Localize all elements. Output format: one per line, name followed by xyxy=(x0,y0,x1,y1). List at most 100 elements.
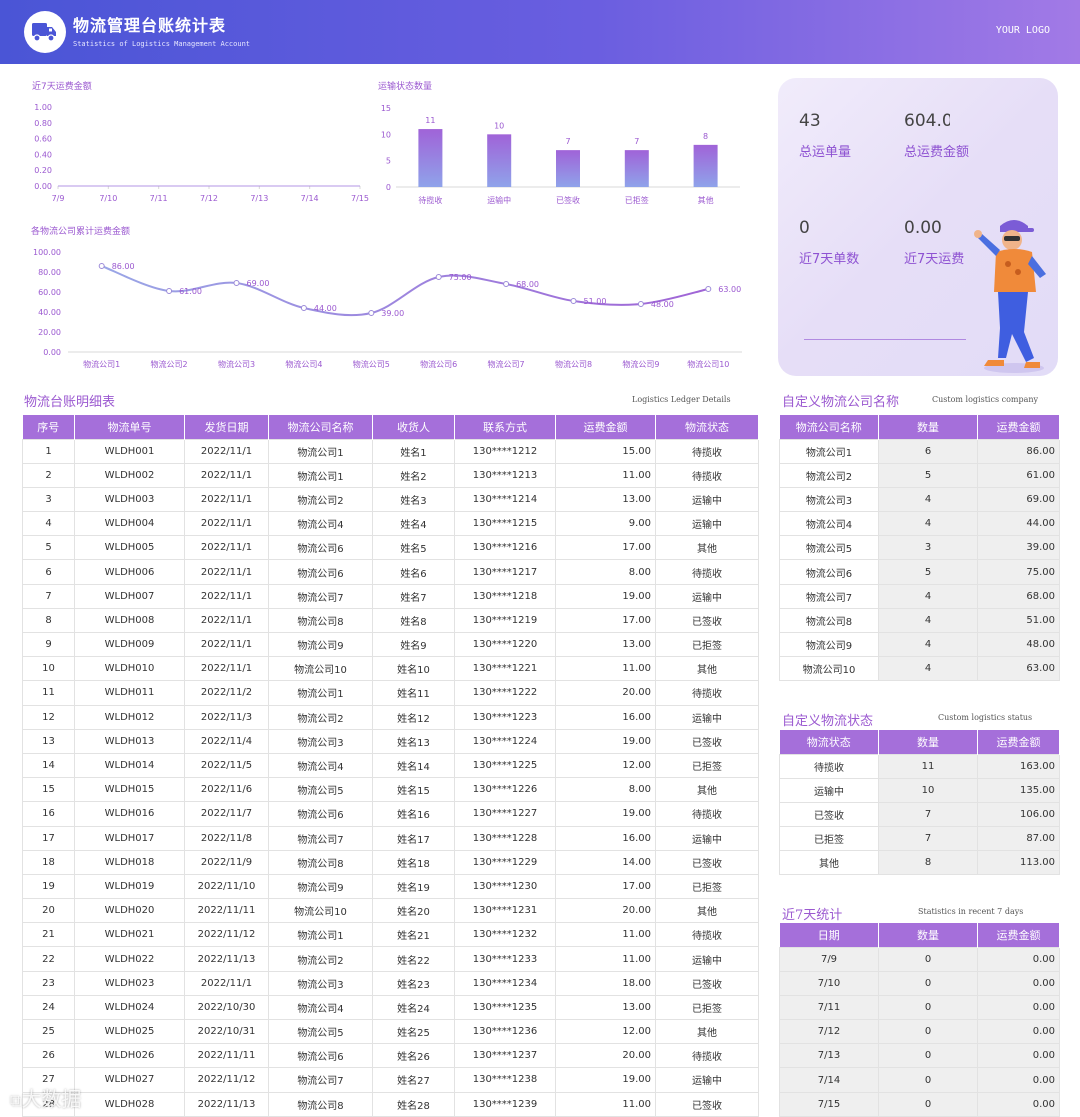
table-cell: 0.00 xyxy=(977,1019,1060,1045)
table-cell: 69.00 xyxy=(977,486,1060,513)
chart3-point xyxy=(233,280,240,286)
table-cell: 17.00 xyxy=(555,607,656,634)
table-cell: 5 xyxy=(22,535,75,561)
ledger-row: 25 WLDH025 2022/10/31 物流公司5 姓名25 130****1236 1… xyxy=(22,1018,759,1045)
table-cell: 7/15 xyxy=(779,1091,879,1117)
table-cell: 物流公司1 xyxy=(779,438,879,464)
ledger-row: 9 WLDH009 2022/11/1 物流公司9 姓名9 130****1220 13.0… xyxy=(22,631,759,658)
table-cell: 0.00 xyxy=(977,1091,1060,1117)
table-cell: 130****1219 xyxy=(454,607,556,634)
table-cell: 物流公司9 xyxy=(268,873,373,900)
table-cell: 运输中 xyxy=(655,583,759,609)
kpi-card: 43 总运单量 604.00 总运费金额 0 近7天单数 0.00 近7天运费 xyxy=(778,78,1058,376)
table-cell: 21 xyxy=(22,922,75,948)
table-cell: 物流公司6 xyxy=(268,559,373,585)
table-cell: 其他 xyxy=(655,1018,759,1045)
status-row: 待揽收 11 163.00 xyxy=(779,753,1060,779)
table-cell: 姓名8 xyxy=(372,607,455,634)
table-cell: 2022/11/10 xyxy=(184,873,269,900)
kpi-week-orders-value: 0 xyxy=(799,218,810,238)
table-cell: 2022/10/30 xyxy=(184,994,269,1021)
chart2-title: 运输状态数量 xyxy=(378,82,433,92)
company-row: 物流公司6 5 75.00 xyxy=(779,559,1060,585)
table-cell: 130****1218 xyxy=(454,583,556,609)
table-cell: 2022/11/11 xyxy=(184,1043,269,1069)
chart1-y-tick: 0.60 xyxy=(34,135,52,144)
table-cell: 26 xyxy=(22,1043,75,1069)
chart-recent7-freight: 1.00 0.80 0.60 0.40 0.20 0.007/9 7/10 7/11 7/12 7… xyxy=(34,103,369,203)
table-cell: 物流公司8 xyxy=(268,607,373,634)
table-cell: 2022/11/3 xyxy=(184,704,269,730)
table-cell: 已签收 xyxy=(655,970,759,996)
your-logo-text: YOUR LOGO xyxy=(995,25,1050,36)
table-cell: 待揽收 xyxy=(655,462,759,488)
table-cell: 物流公司1 xyxy=(268,680,373,706)
chart3-point xyxy=(300,305,307,311)
table-cell: 9 xyxy=(22,631,75,658)
table-cell: 18 xyxy=(22,849,75,875)
table-cell: 0 xyxy=(878,994,978,1021)
table-cell: 163.00 xyxy=(977,753,1060,779)
table-cell: 6 xyxy=(22,559,75,585)
table-cell: WLDH017 xyxy=(74,825,185,851)
table-cell: 待揽收 xyxy=(655,922,759,948)
table-cell: WLDH022 xyxy=(74,946,185,972)
chart2-x-tick: 其他 xyxy=(698,195,714,205)
table-cell: 物流公司9 xyxy=(779,631,879,658)
table-cell: 130****1226 xyxy=(454,777,556,803)
chart2-y-tick: 10 xyxy=(381,130,391,139)
table-cell: 物流公司1 xyxy=(268,462,373,488)
column-header: 物流状态 xyxy=(655,415,759,439)
chart3-data-label: 63.00 xyxy=(718,285,741,294)
table-cell: 0.00 xyxy=(977,994,1060,1021)
chart3-point xyxy=(98,263,105,269)
table-cell: 物流公司6 xyxy=(268,535,373,561)
table-cell: 2022/11/1 xyxy=(184,631,269,658)
kpi-total-amount-label: 总运费金额 xyxy=(904,145,970,160)
table-cell: 2022/11/2 xyxy=(184,680,269,706)
table-cell: 10 xyxy=(878,777,978,803)
column-header: 发货日期 xyxy=(184,415,269,439)
table-cell: 已签收 xyxy=(655,1091,759,1117)
table-cell: 运输中 xyxy=(779,777,879,803)
table-cell: 13.00 xyxy=(555,994,656,1021)
table-cell: WLDH011 xyxy=(74,680,185,706)
chart2-x-tick: 已签收 xyxy=(556,195,580,205)
table-cell: 物流公司1 xyxy=(268,922,373,948)
week-row: 7/11 0 0.00 xyxy=(779,994,1060,1021)
company-table-title: 自定义物流公司名称 xyxy=(782,395,900,410)
column-header: 日期 xyxy=(779,923,879,947)
table-cell: 物流公司10 xyxy=(779,656,879,682)
ledger-row: 15 WLDH015 2022/11/6 物流公司5 姓名15 130****1226 8.… xyxy=(22,777,759,803)
table-cell: 44.00 xyxy=(977,511,1060,537)
chart1-x-tick: 7/10 xyxy=(99,194,117,203)
table-cell: 130****1233 xyxy=(454,946,556,972)
column-header: 序号 xyxy=(22,415,75,439)
table-cell: 姓名2 xyxy=(372,462,455,488)
table-cell: 物流公司6 xyxy=(779,559,879,585)
table-cell: 130****1230 xyxy=(454,873,556,900)
ledger-row: 2 WLDH002 2022/11/1 物流公司1 姓名2 130****1213 11.0… xyxy=(22,462,759,488)
table-cell: 130****1235 xyxy=(454,994,556,1021)
chart3-y-tick: 100.00 xyxy=(33,248,61,257)
table-cell: 物流公司6 xyxy=(268,801,373,827)
ledger-row: 10 WLDH010 2022/11/1 物流公司10 姓名10 130****1221 1… xyxy=(22,656,759,682)
table-cell: 7 xyxy=(878,801,978,828)
table-cell: 8.00 xyxy=(555,559,656,585)
chart1-x-tick: 7/14 xyxy=(301,194,319,203)
table-cell: 16.00 xyxy=(555,704,656,730)
table-cell: WLDH028 xyxy=(74,1091,185,1117)
table-cell: 物流公司1 xyxy=(268,438,373,464)
table-cell: WLDH021 xyxy=(74,922,185,948)
table-cell: 2022/11/11 xyxy=(184,898,269,924)
table-cell: 7 xyxy=(878,826,978,852)
ledger-row: 3 WLDH003 2022/11/1 物流公司2 姓名3 130****1214 13.0… xyxy=(22,486,759,513)
table-cell: 姓名7 xyxy=(372,583,455,609)
table-cell: 2022/11/9 xyxy=(184,849,269,875)
table-cell: 11.00 xyxy=(555,922,656,948)
table-cell: 5 xyxy=(878,462,978,488)
courier-illustration xyxy=(974,220,1046,373)
ledger-row: 26 WLDH026 2022/11/11 物流公司6 姓名26 130****1237 2… xyxy=(22,1043,759,1069)
table-cell: 2022/11/1 xyxy=(184,583,269,609)
table-cell: 22 xyxy=(22,946,75,972)
